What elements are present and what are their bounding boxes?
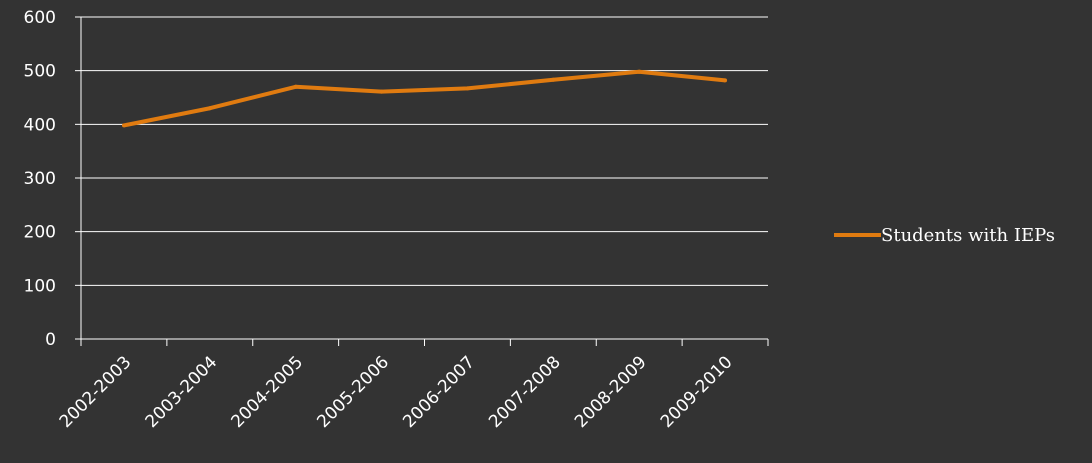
y-axis-ticks: 0 100 200 300 400 500 600 (24, 8, 81, 350)
x-tick-label: 2009-2010 (657, 352, 737, 432)
x-tick-label: 2004-2005 (228, 352, 308, 432)
data-point (551, 78, 555, 82)
series-line (124, 72, 725, 126)
y-tick-label: 200 (24, 223, 56, 243)
x-tick-label: 2008-2009 (571, 352, 651, 432)
y-tick-label: 100 (24, 276, 56, 296)
data-point (122, 123, 126, 127)
series-group (122, 70, 727, 128)
y-tick-label: 0 (45, 330, 56, 350)
x-tick-label: 2003-2004 (142, 352, 222, 432)
data-point (723, 78, 727, 82)
data-point (294, 85, 298, 89)
x-axis-ticks: 2002-2003 2003-2004 2004-2005 2005-2006 2006… (56, 339, 768, 432)
y-tick-label: 400 (24, 115, 56, 135)
data-point (465, 86, 469, 90)
y-tick-label: 500 (24, 62, 56, 82)
x-tick-label: 2007-2008 (485, 352, 565, 432)
x-tick-label: 2006-2007 (399, 352, 479, 432)
legend-label: Students with IEPs (881, 225, 1055, 246)
data-point (208, 106, 212, 110)
data-point (380, 90, 384, 94)
x-tick-label: 2005-2006 (313, 352, 393, 432)
y-tick-label: 300 (24, 169, 56, 189)
x-tick-label: 2002-2003 (56, 352, 136, 432)
y-tick-label: 600 (24, 8, 56, 28)
gridlines (81, 17, 768, 285)
data-point (637, 70, 641, 74)
legend: Students with IEPs (834, 225, 1055, 246)
